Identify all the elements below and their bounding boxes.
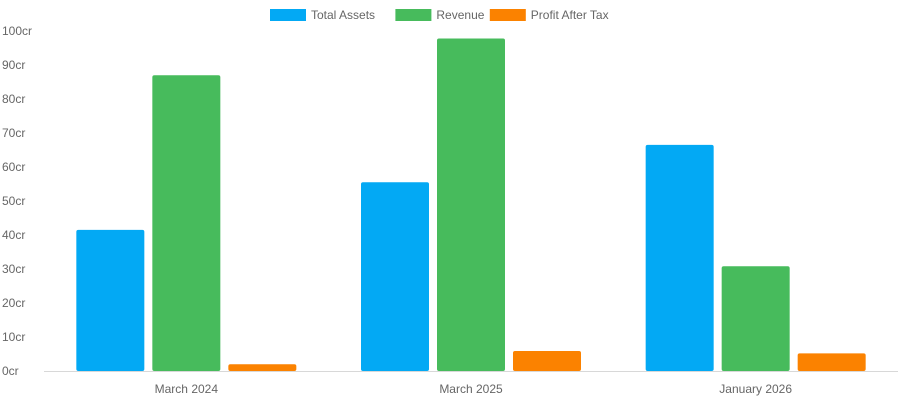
bar-revenue[interactable] xyxy=(437,38,505,371)
x-tick-label: March 2025 xyxy=(439,382,503,396)
y-tick-label: 100cr xyxy=(2,24,32,38)
bar-total-assets[interactable] xyxy=(361,182,429,371)
bar-total-assets[interactable] xyxy=(76,229,145,371)
bar-total-assets[interactable] xyxy=(645,144,714,371)
bar-profit-after-tax[interactable] xyxy=(228,364,297,371)
y-tick-label: 60cr xyxy=(2,160,25,174)
x-tick-label: January 2026 xyxy=(719,382,792,396)
legend-swatch xyxy=(489,9,526,21)
legend-item[interactable]: Total Assets xyxy=(270,8,375,22)
y-axis: 0cr 10cr 20cr 30cr 40cr 50cr 60cr 70cr 80cr 90cr 1… xyxy=(2,24,32,378)
y-tick-label: 70cr xyxy=(2,126,25,140)
legend-swatch xyxy=(270,9,306,21)
y-tick-label: 30cr xyxy=(2,262,25,276)
legend-label: Revenue xyxy=(436,8,484,22)
y-tick-label: 90cr xyxy=(2,58,25,72)
legend-item[interactable]: Profit After Tax xyxy=(489,8,609,22)
legend-swatch xyxy=(395,9,432,21)
x-tick-label: March 2024 xyxy=(155,382,219,396)
y-tick-label: 50cr xyxy=(2,194,25,208)
bar-profit-after-tax[interactable] xyxy=(797,353,866,371)
bar-revenue[interactable] xyxy=(721,266,790,371)
y-tick-label: 40cr xyxy=(2,228,25,242)
bars xyxy=(76,38,866,371)
bar-revenue[interactable] xyxy=(152,75,221,371)
y-tick-label: 0cr xyxy=(2,364,19,378)
legend-label: Total Assets xyxy=(311,8,375,22)
legend: Total Assets Revenue Profit After Tax xyxy=(270,8,609,22)
x-axis: March 2024 March 2025 January 2026 xyxy=(44,371,898,396)
y-tick-label: 20cr xyxy=(2,296,25,310)
y-tick-label: 80cr xyxy=(2,92,25,106)
bar-profit-after-tax[interactable] xyxy=(513,350,581,371)
legend-label: Profit After Tax xyxy=(531,8,609,22)
legend-item[interactable]: Revenue xyxy=(395,8,485,22)
y-tick-label: 10cr xyxy=(2,330,25,344)
